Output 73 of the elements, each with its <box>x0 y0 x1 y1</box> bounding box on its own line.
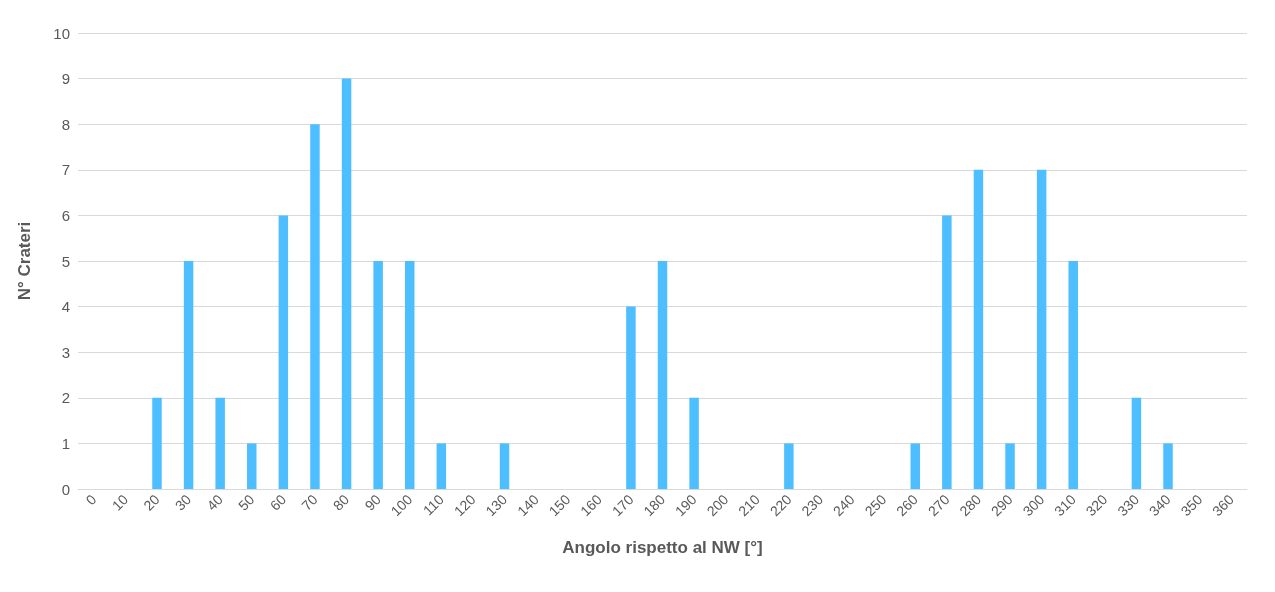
bar <box>1163 443 1173 489</box>
bar <box>183 261 194 489</box>
bar <box>1068 261 1078 489</box>
bar <box>215 397 225 489</box>
x-tick-label: 20 <box>140 491 163 514</box>
bar <box>626 306 636 489</box>
x-tick-label: 360 <box>1209 491 1238 520</box>
bar <box>657 261 668 489</box>
bar <box>1036 169 1047 489</box>
bar <box>942 215 952 489</box>
x-tick-label: 310 <box>1051 491 1080 520</box>
x-tick-label: 70 <box>298 491 321 514</box>
x-tick-label: 130 <box>482 491 511 520</box>
x-tick-label: 80 <box>329 491 353 514</box>
x-tick-label: 200 <box>703 491 732 520</box>
x-tick-label: 180 <box>640 491 669 520</box>
bar <box>373 261 383 489</box>
x-tick-label: 190 <box>671 491 700 520</box>
x-tick-label: 280 <box>956 491 985 520</box>
y-tick-label: 2 <box>61 389 70 407</box>
y-tick-label: 9 <box>61 70 70 88</box>
bar <box>910 443 920 489</box>
bar <box>784 443 794 489</box>
x-axis-title: Angolo rispetto al NW [°] <box>562 538 763 557</box>
x-tick-label: 120 <box>450 491 479 520</box>
x-tick-label: 220 <box>766 491 795 520</box>
x-tick-label: 60 <box>266 491 290 514</box>
bar <box>247 443 257 489</box>
bar <box>405 261 415 489</box>
y-tick-label: 6 <box>61 206 70 224</box>
x-tick-label: 40 <box>203 491 226 514</box>
bar <box>278 215 289 489</box>
x-tick-label: 100 <box>387 491 416 520</box>
x-tick-label: 30 <box>171 491 195 514</box>
y-tick-label: 1 <box>61 434 70 452</box>
x-tick-label: 330 <box>1114 491 1143 520</box>
x-tick-label: 170 <box>608 491 637 520</box>
bar <box>341 78 352 489</box>
x-tick-label: 0 <box>82 491 100 509</box>
x-tick-label: 210 <box>735 491 764 520</box>
bar <box>689 397 699 489</box>
y-axis-title: N° Crateri <box>15 221 34 301</box>
x-tick-label: 250 <box>861 491 890 520</box>
y-tick-label: 3 <box>61 343 70 361</box>
x-tick-label: 230 <box>798 491 827 520</box>
bar <box>152 397 162 489</box>
x-tick-label: 240 <box>829 491 858 520</box>
x-tick-label: 150 <box>545 491 574 520</box>
x-tick-label: 110 <box>419 491 448 519</box>
x-tick-label: 140 <box>513 491 542 520</box>
bar <box>1005 443 1015 489</box>
y-tick-label: 8 <box>61 115 70 133</box>
bar <box>1131 397 1142 489</box>
x-tick-label: 340 <box>1145 491 1174 520</box>
x-tick-label: 90 <box>361 491 384 514</box>
y-tick-label: 4 <box>61 298 70 316</box>
x-tick-label: 300 <box>1019 491 1048 520</box>
bar <box>499 443 510 489</box>
x-tick-label: 270 <box>924 491 953 520</box>
x-tick-label: 320 <box>1082 491 1111 520</box>
y-tick-label: 0 <box>61 480 70 498</box>
y-tick-label: 10 <box>53 24 70 42</box>
x-tick-label: 50 <box>235 491 258 514</box>
y-tick-label: 7 <box>61 161 70 179</box>
x-tick-label: 290 <box>987 491 1016 520</box>
x-tick-label: 160 <box>577 491 606 520</box>
bar <box>436 443 447 489</box>
y-tick-label: 5 <box>61 252 70 270</box>
x-tick-label: 10 <box>108 491 132 514</box>
bar <box>973 169 984 489</box>
x-tick-label: 350 <box>1177 491 1206 520</box>
x-tick-label: 260 <box>893 491 922 520</box>
bar <box>310 124 320 489</box>
